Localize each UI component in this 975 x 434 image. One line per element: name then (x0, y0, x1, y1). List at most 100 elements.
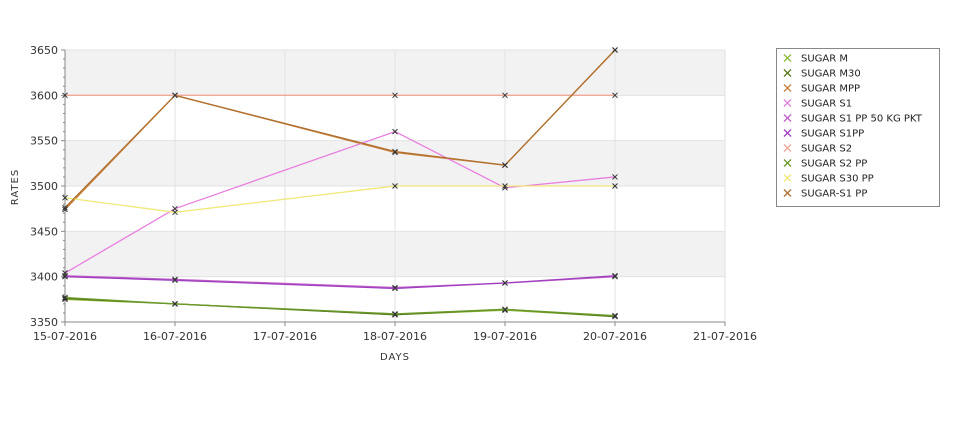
data-point-marker (392, 284, 398, 291)
marker-stroke (62, 206, 68, 213)
series-group (62, 272, 618, 292)
marker-stroke (392, 149, 398, 156)
legend-marker (783, 189, 792, 197)
marker-stroke (502, 183, 508, 189)
data-point-marker (612, 313, 618, 320)
data-point-marker (502, 162, 508, 169)
marker-stroke (392, 92, 398, 99)
data-point-marker (502, 306, 508, 313)
legend-item: SUGAR S1 (783, 99, 852, 110)
legend-label: SUGAR-S1 PP (801, 189, 867, 200)
data-point-marker (502, 307, 508, 314)
series-group (62, 294, 618, 319)
marker-stroke (172, 301, 178, 307)
y-tick-label: 3400 (30, 271, 58, 284)
marker-stroke (612, 174, 618, 180)
legend-item: SUGAR M30 (783, 69, 861, 80)
data-point-marker (612, 92, 618, 99)
marker-stroke (502, 92, 508, 99)
data-point-marker (62, 273, 68, 280)
data-point-marker (392, 92, 398, 99)
marker-stroke (502, 307, 508, 314)
legend-label: SUGAR S1PP (801, 129, 864, 140)
marker-stroke (172, 276, 178, 283)
legend-marker (783, 129, 792, 137)
data-point-marker (172, 209, 178, 216)
legend-item: SUGAR MPP (783, 84, 860, 95)
data-point-marker (612, 183, 618, 189)
data-point-marker (612, 47, 618, 53)
marker-stroke (612, 92, 618, 99)
marker-stroke (502, 280, 508, 286)
legend-item: SUGAR M (783, 54, 848, 65)
marker-stroke (392, 285, 398, 292)
y-tick-label: 3350 (30, 316, 58, 329)
marker-stroke (612, 273, 618, 280)
legend-item: SUGAR S2 (783, 144, 852, 155)
marker-stroke (392, 148, 398, 155)
data-point-marker (612, 312, 618, 319)
legend-marker (783, 144, 792, 152)
legend-label: SUGAR S1 (801, 99, 852, 110)
y-axis-ticks: 3350 3400 3450 3500 3550 3600 3650 (30, 44, 65, 329)
legend-marker (783, 99, 792, 107)
y-tick-label: 3500 (30, 180, 58, 193)
marker-stroke (172, 209, 178, 216)
data-point-marker (172, 277, 178, 284)
y-tick-label: 3450 (30, 225, 58, 238)
marker-stroke (62, 194, 68, 201)
legend-marker (783, 114, 792, 122)
legend-item: SUGAR S1 PP 50 KG PKT (783, 114, 923, 125)
data-point-marker (172, 276, 178, 283)
x-axis-ticks: 15-07-2016 16-07-2016 17-07-2016 18-07-2016… (33, 322, 757, 343)
data-point-marker (62, 295, 68, 302)
data-point-marker (62, 194, 68, 201)
y-tick-label: 3600 (30, 89, 58, 102)
marker-stroke (62, 92, 68, 99)
legend-marker (783, 159, 792, 167)
data-point-marker (62, 204, 68, 211)
marker-stroke (62, 294, 68, 301)
x-tick-label: 18-07-2016 (363, 330, 427, 343)
marker-stroke (62, 204, 68, 211)
legend-label: SUGAR S2 (801, 144, 852, 155)
data-point-marker (392, 148, 398, 155)
legend-item: SUGAR S2 PP (783, 159, 867, 170)
data-point-marker (392, 311, 398, 318)
legend-item: SUGAR S30 PP (783, 174, 874, 185)
y-tick-label: 3550 (30, 135, 58, 148)
marker-stroke (392, 310, 398, 317)
legend-marker (783, 84, 792, 92)
marker-stroke (172, 277, 178, 284)
legend-item: SUGAR-S1 PP (783, 189, 867, 200)
data-point-marker (502, 183, 508, 189)
legend-label: SUGAR S30 PP (801, 174, 874, 185)
x-tick-label: 21-07-2016 (693, 330, 757, 343)
marker-stroke (62, 295, 68, 302)
legend-label: SUGAR M (801, 54, 848, 65)
data-point-marker (62, 294, 68, 301)
data-point-marker (612, 272, 618, 279)
marker-stroke (392, 128, 398, 135)
marker-stroke (392, 183, 398, 189)
x-tick-label: 17-07-2016 (253, 330, 317, 343)
marker-stroke (502, 306, 508, 313)
legend-box (776, 48, 940, 207)
x-axis-title: DAYS (380, 352, 410, 363)
x-tick-label: 15-07-2016 (33, 330, 97, 343)
series-lines (62, 47, 618, 320)
marker-stroke (612, 313, 618, 320)
marker-stroke (502, 162, 508, 169)
legend-label: SUGAR M30 (801, 69, 861, 80)
data-point-marker (62, 206, 68, 213)
data-point-marker (502, 92, 508, 99)
legend-marker (783, 54, 792, 62)
marker-stroke (172, 92, 178, 99)
data-point-marker (392, 285, 398, 292)
data-point-marker (612, 174, 618, 180)
legend-label: SUGAR S1 PP 50 KG PKT (801, 114, 923, 125)
x-tick-label: 16-07-2016 (143, 330, 207, 343)
marker-stroke (612, 272, 618, 279)
marker-stroke (62, 273, 68, 280)
